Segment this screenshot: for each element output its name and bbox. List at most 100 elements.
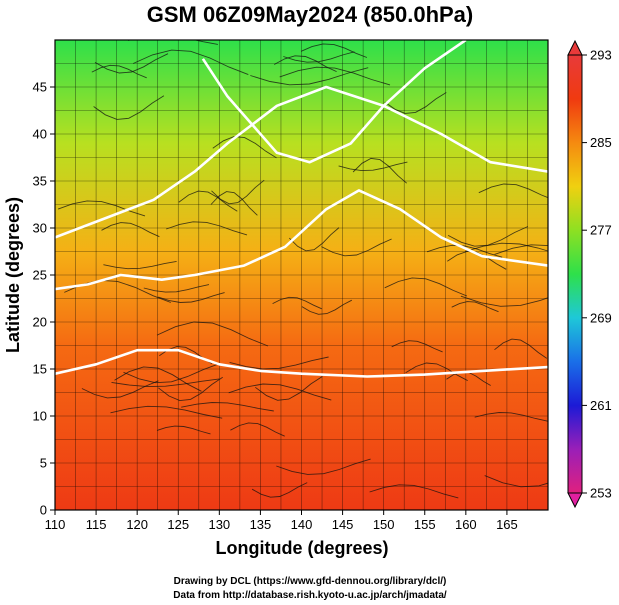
streamline [123,363,220,384]
colorbar-bar [567,54,583,494]
streamline [94,53,169,74]
streamline [114,366,202,392]
chart-title: GSM 06Z09May2024 (850.0hPa) [147,2,474,27]
streamline [228,383,332,401]
x-ticks: 110 115 120 125 130 135 140 145 150 155 160 165 [45,510,518,532]
streamline [127,40,218,45]
streamline [91,64,147,79]
streamline [474,412,548,422]
streamline [273,55,337,73]
streamline [103,260,177,270]
y-tick-label: 10 [33,409,47,424]
plot-area [55,40,548,510]
contour-line [201,40,467,164]
streamline [338,161,408,172]
streamline [465,242,548,252]
y-tick-label: 25 [33,268,47,283]
x-tick-label: 160 [455,517,477,532]
y-tick-label: 40 [33,127,47,142]
x-tick-label: 115 [86,517,107,532]
streamline [478,183,548,199]
streamline [101,222,160,238]
streamline [57,200,146,217]
streamline [229,356,329,370]
streamline [166,221,248,236]
streamline [494,338,548,359]
colorbar-top-arrow [567,39,583,56]
credit-line-2: Data from http://database.rish.kyoto-u.a… [173,590,447,601]
streamline [156,321,269,347]
contour-line [55,189,548,291]
streamline [111,378,220,388]
x-tick-label: 135 [250,517,272,532]
colorbar-tick-label: 269 [590,310,612,325]
x-tick-label: 140 [291,517,313,532]
colorbar-tick-label: 285 [590,135,612,150]
x-tick-label: 145 [332,517,354,532]
streamline [110,405,223,419]
y-tick-label: 5 [40,456,47,471]
y-tick-label: 35 [33,174,47,189]
streamline [321,238,392,257]
x-tick-label: 110 [45,517,66,532]
streamline [276,458,371,475]
streamline [143,284,210,293]
y-tick-label: 20 [33,315,47,330]
x-tick-label: 130 [208,517,230,532]
colorbar-tick-label: 261 [590,398,612,413]
y-ticks: 0 5 10 15 20 25 30 35 40 45 [33,80,55,518]
streamline [369,484,459,499]
streamline [158,292,225,303]
contour-line [55,85,548,239]
streamline [255,376,323,401]
streamline [211,179,265,205]
contours [55,40,548,378]
x-tick-label: 150 [373,517,395,532]
contour-line [55,348,548,378]
y-tick-label: 15 [33,362,47,377]
x-axis-label: Longitude (degrees) [215,538,388,558]
colorbar-bottom-arrow [567,492,583,509]
colorbar-ticks: 293 285 277 269 261 253 [582,48,612,501]
streamline [133,49,249,76]
streamline [405,362,468,381]
colorbar: 293 285 277 269 261 253 [567,39,612,509]
streamline [93,95,165,120]
colorbar-tick-label: 253 [590,486,612,501]
grid [55,40,548,510]
streamline [250,67,369,86]
y-tick-label: 30 [33,221,47,236]
streamline [158,376,223,402]
streamline [451,301,499,313]
colorbar-tick-label: 277 [590,223,612,238]
streamline [230,422,285,437]
streamline [210,191,258,216]
streamline [352,157,407,184]
streamline [460,295,548,307]
streamline [301,299,353,315]
x-tick-label: 165 [496,517,518,532]
streamlines [57,40,548,499]
streamline [391,340,443,353]
y-tick-label: 0 [40,503,47,518]
streamline [494,244,548,255]
x-tick-label: 120 [126,517,148,532]
streamline [288,227,340,252]
y-axis-label: Latitude (degrees) [3,197,23,353]
colorbar-tick-label: 293 [590,48,612,63]
streamline [181,402,274,412]
streamline [178,190,238,212]
streamline [272,296,322,310]
streamline [384,277,468,297]
streamline [212,136,277,159]
x-tick-label: 155 [414,517,436,532]
streamline [384,92,447,114]
streamline [279,66,391,86]
streamline [484,475,548,488]
credit-line-1: Drawing by DCL (https://www.gfd-dennou.o… [174,576,447,587]
streamline [283,51,355,63]
x-tick-label: 125 [167,517,189,532]
streamline [251,482,308,498]
streamline [156,425,211,435]
